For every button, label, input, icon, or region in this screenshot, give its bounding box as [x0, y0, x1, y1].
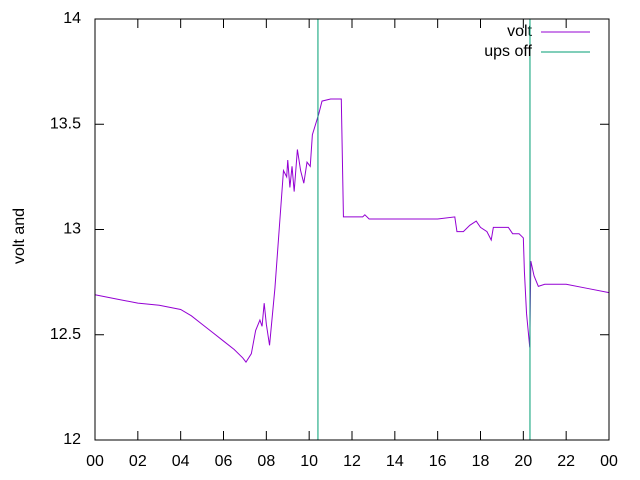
x-tick-label: 00	[86, 453, 104, 470]
y-tick-label: 13.5	[50, 115, 81, 132]
x-tick-label: 20	[514, 453, 532, 470]
x-tick-label: 08	[257, 453, 275, 470]
x-tick-label: 10	[300, 453, 318, 470]
legend-label: ups off	[484, 43, 532, 60]
x-tick-label: 06	[215, 453, 233, 470]
x-tick-label: 14	[386, 453, 404, 470]
data-line	[94, 98, 610, 363]
x-tick-label: 16	[429, 453, 447, 470]
y-tick-label: 14	[63, 10, 81, 27]
legend-label: volt	[507, 23, 532, 40]
x-tick-label: 00	[600, 453, 618, 470]
x-tick-label: 12	[343, 453, 361, 470]
y-tick-label: 13	[63, 221, 81, 238]
y-tick-label: 12	[63, 431, 81, 448]
y-tick-label: 12.5	[50, 326, 81, 343]
x-tick-label: 22	[557, 453, 575, 470]
plot-border	[94, 18, 610, 441]
x-tick-label: 04	[172, 453, 190, 470]
y-axis-label: volt and	[11, 208, 28, 264]
x-tick-label: 18	[472, 453, 490, 470]
x-tick-label: 02	[129, 453, 147, 470]
